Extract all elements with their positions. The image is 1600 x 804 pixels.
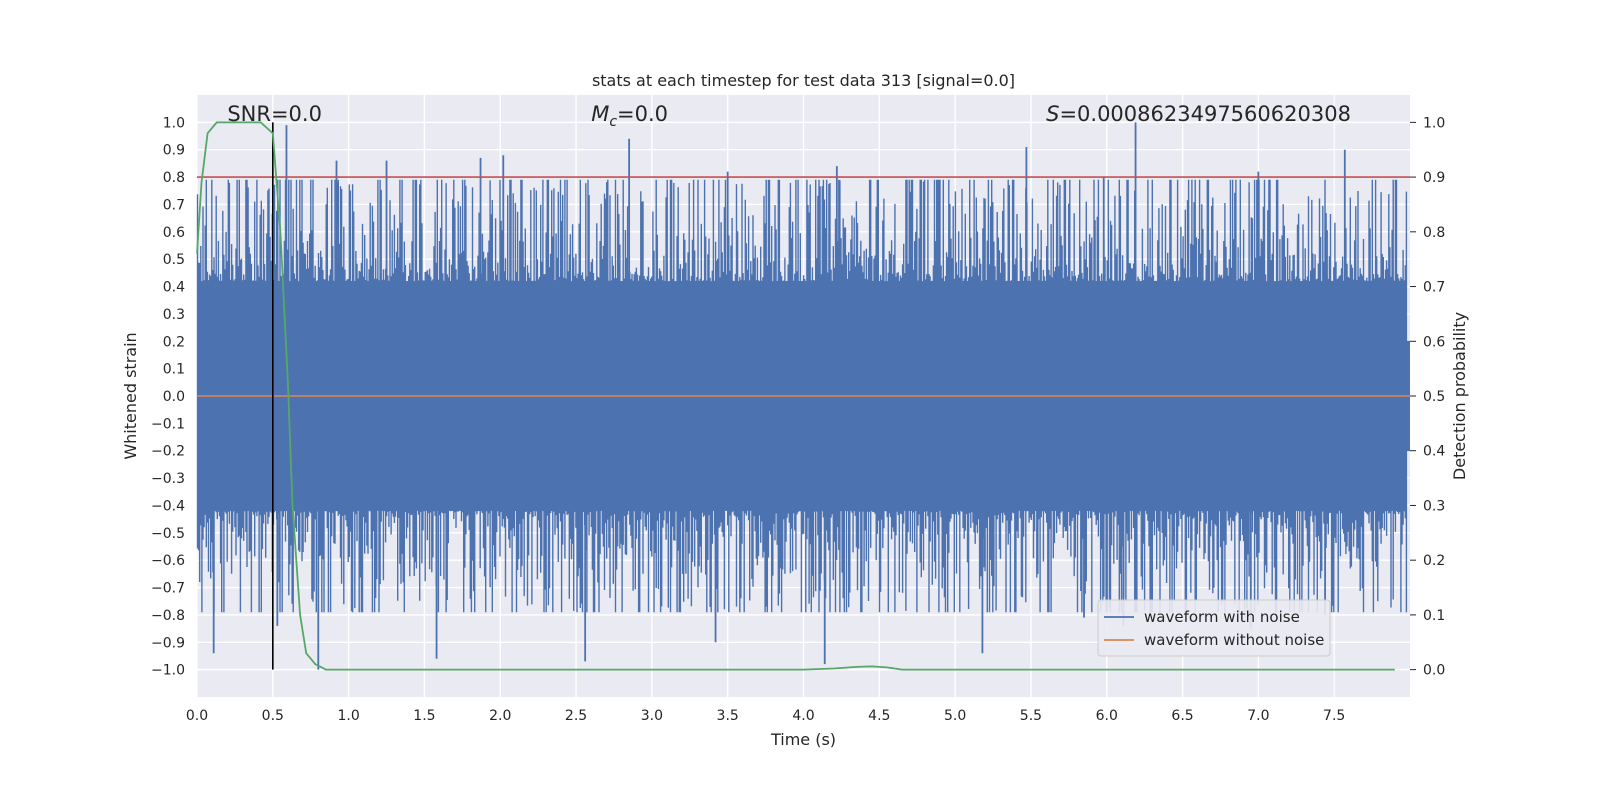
y-right-tick-label: 0.4 — [1423, 444, 1445, 460]
y-right-tick-label: 1.0 — [1423, 115, 1445, 131]
mc-value: =0.0 — [617, 102, 668, 126]
x-tick-label: 2.5 — [565, 708, 587, 724]
legend-label-waveform-with-noise: waveform with noise — [1144, 608, 1300, 626]
y-tick-label: −0.6 — [151, 553, 185, 569]
x-tick-label: 2.0 — [489, 708, 511, 724]
x-tick-label: 6.5 — [1171, 708, 1193, 724]
axis-ticks: 0.0 0.5 1.0 1.5 2.0 2.5 3.0 3.5 4.0 4.5 5.0 5.5 6.0 6… — [151, 115, 1445, 724]
y-tick-label: 0.8 — [163, 170, 185, 186]
mc-symbol: M — [591, 102, 609, 126]
y-tick-label: −0.2 — [151, 444, 185, 460]
noise-trace — [196, 179, 1408, 613]
y-tick-label: 0.6 — [163, 225, 185, 241]
y-axis-label: Whitened strain — [121, 332, 140, 459]
x-tick-label: 0.5 — [262, 708, 284, 724]
y-right-tick-label: 0.2 — [1423, 553, 1445, 569]
y-tick-label: 0.4 — [163, 280, 185, 296]
y-tick-label: −0.5 — [151, 526, 185, 542]
y-tick-label: 0.1 — [163, 362, 185, 378]
y-tick-label: −0.3 — [151, 471, 185, 487]
x-tick-label: 0.0 — [186, 708, 208, 724]
y-tick-label: 1.0 — [163, 115, 185, 131]
y-tick-label: −0.1 — [151, 416, 185, 432]
y-right-tick-label: 0.6 — [1423, 334, 1445, 350]
y-right-tick-label: 0.7 — [1423, 280, 1445, 296]
y-tick-label: −0.7 — [151, 581, 185, 597]
x-tick-label: 3.5 — [717, 708, 739, 724]
y-tick-label: 0.0 — [163, 389, 185, 405]
y-right-tick-label: 0.8 — [1423, 225, 1445, 241]
s-value: =0.0008623497560620308 — [1059, 102, 1351, 126]
y-right-tick-label: 0.5 — [1423, 389, 1445, 405]
x-tick-label: 6.0 — [1096, 708, 1118, 724]
y-tick-label: −0.9 — [151, 635, 185, 651]
mc-subscript: c — [609, 114, 617, 130]
probability-curve — [196, 121, 1395, 671]
y-tick-label: 0.7 — [163, 197, 185, 213]
y-tick-label: −0.8 — [151, 608, 185, 624]
y-axis-label-right: Detection probability — [1450, 312, 1469, 480]
y-tick-label: 0.5 — [163, 252, 185, 268]
y-tick-label: 0.9 — [163, 143, 185, 159]
legend-label-waveform-without-noise: waveform without noise — [1144, 631, 1324, 649]
y-tick-label: −0.4 — [151, 498, 185, 514]
x-tick-label: 3.0 — [641, 708, 663, 724]
x-tick-label: 5.0 — [944, 708, 966, 724]
s-statistic-annotation: S=0.0008623497560620308 — [1046, 102, 1351, 126]
chirp-mass-annotation: Mc=0.0 — [591, 102, 668, 130]
x-tick-label: 4.5 — [868, 708, 890, 724]
chart-title: stats at each timestep for test data 313… — [592, 71, 1015, 90]
y-tick-label: 0.2 — [163, 334, 185, 350]
x-axis-label: Time (s) — [770, 730, 836, 749]
y-right-tick-label: 0.9 — [1423, 170, 1445, 186]
x-tick-label: 1.0 — [337, 708, 359, 724]
y-right-tick-label: 0.3 — [1423, 498, 1445, 514]
s-symbol: S — [1046, 102, 1059, 126]
legend: waveform with noise waveform without noi… — [1097, 599, 1331, 657]
y-right-tick-label: 0.1 — [1423, 608, 1445, 624]
y-tick-label: −1.0 — [151, 663, 185, 679]
x-tick-label: 7.0 — [1247, 708, 1269, 724]
series-detection-probability — [196, 121, 1395, 671]
x-tick-label: 5.5 — [1020, 708, 1042, 724]
x-tick-label: 4.0 — [792, 708, 814, 724]
legend-box — [1097, 599, 1331, 657]
snr-annotation: SNR=0.0 — [227, 102, 322, 126]
x-tick-label: 1.5 — [413, 708, 435, 724]
y-tick-label: 0.3 — [163, 307, 185, 323]
y-right-tick-label: 0.0 — [1423, 663, 1445, 679]
x-tick-label: 7.5 — [1323, 708, 1345, 724]
